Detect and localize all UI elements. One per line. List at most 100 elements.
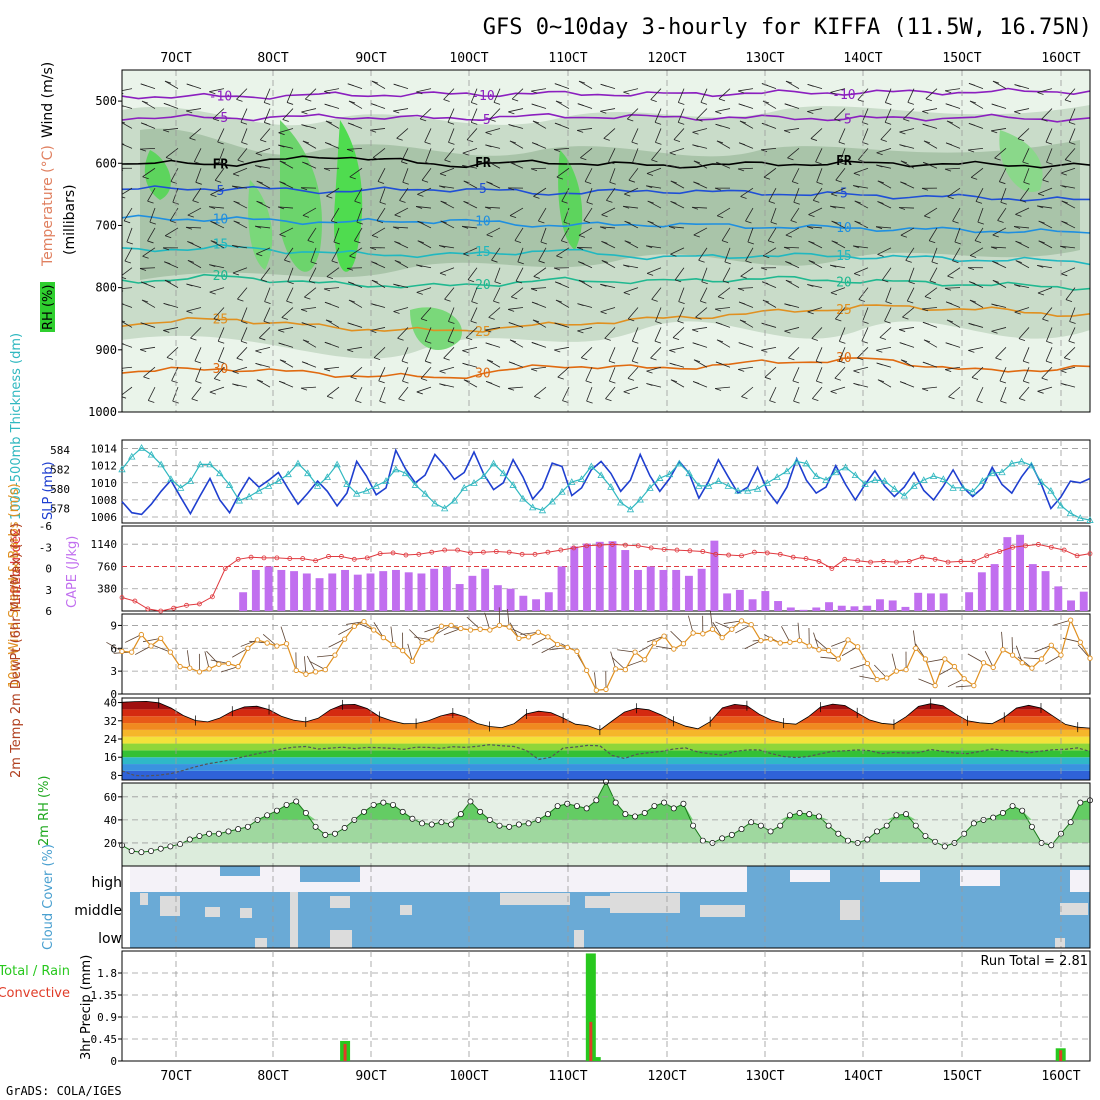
wind-barb: [443, 347, 455, 359]
wind-barb: [998, 168, 1007, 182]
thickness-point: [411, 481, 420, 488]
wind10m-barb: [413, 636, 432, 641]
axis-tick-label: 600: [95, 156, 117, 170]
wind-barb-flag: [763, 176, 771, 180]
rh-point: [515, 821, 522, 828]
wind-barb: [627, 366, 639, 379]
wind-barb: [122, 105, 133, 109]
wind-barb-flag: [877, 201, 884, 204]
wind10m-point: [361, 618, 367, 625]
wind-barb: [166, 347, 179, 358]
wind-barb-flag: [259, 337, 266, 341]
wind-barb-flag: [651, 299, 658, 302]
wind-barb-flag: [279, 160, 286, 164]
lifted-index-point: [313, 558, 319, 564]
slp-tick-label: 1012: [91, 460, 118, 473]
wind-barb: [485, 128, 501, 133]
wind-barb-flag: [646, 273, 654, 276]
wind-barb-flag: [333, 241, 340, 245]
wind-barb: [417, 240, 432, 249]
wind-barb: [580, 148, 593, 159]
wind10m-point: [980, 660, 987, 666]
wind-barb-flag: [784, 303, 791, 307]
wind-barb: [217, 347, 225, 362]
wind10m-barb: [891, 653, 897, 672]
lifted-index-point: [635, 543, 641, 549]
wind10m-point: [322, 666, 328, 673]
lifted-index-point: [1010, 544, 1015, 550]
wind-barb: [149, 207, 156, 223]
wind-barb: [609, 168, 616, 183]
axis-tick-label: 1.8: [97, 967, 117, 980]
wind-barb-flag: [929, 240, 936, 244]
wind-barb: [164, 279, 179, 288]
lifted-index-point: [390, 550, 396, 556]
wind-barb: [192, 187, 202, 201]
wind-barb: [623, 88, 639, 93]
wind-barb: [1046, 148, 1053, 163]
wind-barb: [884, 307, 892, 322]
wind-barb: [554, 147, 570, 150]
thickness-point: [157, 460, 165, 468]
lifted-index-point: [855, 558, 861, 564]
wind-barb-flag: [1061, 273, 1068, 277]
wind-barb: [187, 260, 202, 269]
wind10m-point: [825, 647, 832, 654]
wind-barb: [928, 227, 938, 241]
wind10m-point: [158, 635, 164, 642]
wind-barb-flag: [692, 342, 699, 346]
wind-barb: [217, 128, 225, 143]
wind-barb: [1042, 167, 1053, 181]
wind-barb-flag: [970, 255, 977, 258]
lifted-index-point: [571, 545, 577, 551]
wind10m-barb: [781, 626, 791, 643]
cape-bar: [863, 605, 872, 611]
rh-point: [680, 800, 687, 807]
rh-point: [322, 831, 329, 838]
cloud-cover-panel: high middle low Cloud Cover (%): [41, 844, 1091, 950]
wind-barb-flag: [835, 179, 842, 183]
wind-barb-flag: [769, 400, 776, 404]
wind-barb: [747, 227, 754, 243]
isotherm-line: [122, 214, 1090, 234]
isotherm-label: -5: [475, 113, 491, 128]
wind-barb-flag: [624, 220, 631, 224]
wind-barb-flag: [811, 338, 818, 341]
wind-barb-flag: [880, 139, 887, 142]
wind-barb-flag: [371, 279, 379, 283]
lifted-index-point: [442, 547, 448, 553]
rh-axis-label: RH (%): [41, 285, 56, 330]
wind-barb: [286, 88, 294, 103]
lifted-index-point: [493, 549, 499, 554]
wind10m-point: [467, 627, 474, 633]
wind-barb-flag: [325, 142, 332, 145]
wind-barb-flag: [601, 260, 608, 263]
wind-barb: [556, 167, 570, 178]
wind-barb: [992, 279, 1007, 288]
wind-barb: [448, 307, 455, 322]
cape-bar: [519, 595, 528, 611]
lifted-index-point: [158, 608, 164, 614]
wind-barb-flag: [533, 276, 540, 279]
rh-point: [1067, 819, 1074, 826]
wind-barb: [923, 339, 938, 348]
rh-point: [874, 828, 880, 835]
cape-bar: [506, 588, 515, 611]
wind-barb: [465, 327, 478, 339]
wind-barb-flag: [439, 185, 446, 189]
wind-barb-flag: [402, 181, 409, 185]
wind-barb-flag: [945, 103, 952, 107]
wind10m-point: [835, 656, 841, 662]
wind-barb-flag: [1038, 220, 1045, 224]
wind-barb-flag: [586, 400, 593, 404]
wind-barb: [122, 343, 133, 348]
top-date-ticks: 7OCT 8OCT 9OCT 10OCT 11OCT 12OCT 13OCT 14OCT 15O…: [160, 51, 1080, 66]
wind-barb-flag: [854, 200, 861, 204]
wind-barb: [1041, 108, 1053, 120]
wind-barb: [763, 167, 777, 178]
wind-barb-flag: [531, 90, 538, 94]
wind-barb-flag: [264, 102, 271, 105]
temp2m-axis-label: 2m Temp 2m DewPt (6hr Min/Max) (°C): [9, 523, 24, 778]
wind-barb: [770, 207, 777, 223]
